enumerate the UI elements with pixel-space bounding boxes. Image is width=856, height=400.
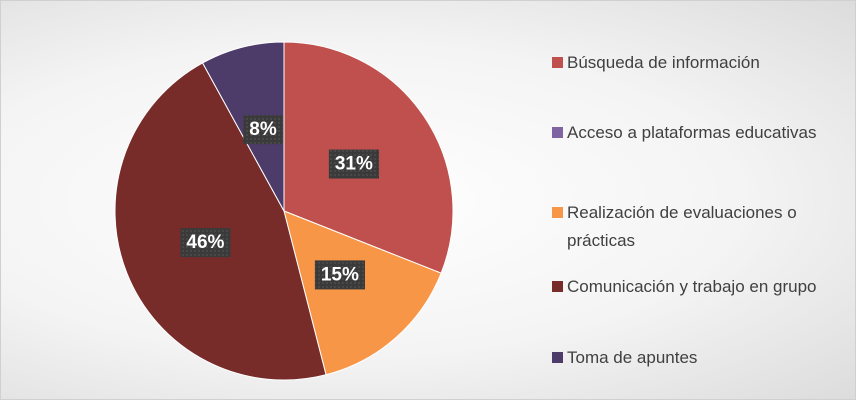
legend-label: Toma de apuntes (567, 348, 698, 367)
pie-slice (283, 210, 442, 376)
legend-entry: Acceso a plataformas educativas (552, 119, 837, 147)
legend-entry: Realización de evaluaciones o prácticas (552, 199, 837, 255)
legend-label: Búsqueda de información (567, 53, 760, 72)
legend-entry: Búsqueda de información (552, 49, 837, 77)
data-label: 46% (186, 232, 224, 253)
data-label: 8% (249, 119, 277, 140)
legend-swatch (552, 352, 563, 363)
data-label: 15% (321, 264, 359, 285)
legend-swatch (552, 127, 563, 138)
legend-entry: Toma de apuntes (552, 344, 837, 372)
data-label-box (328, 149, 380, 179)
legend-label: Comunicación y trabajo en grupo (567, 277, 817, 296)
legend-label: Acceso a plataformas educativas (567, 123, 817, 142)
data-label-box (180, 228, 231, 258)
data-label: 31% (335, 154, 373, 175)
pie-slice (114, 62, 327, 381)
legend-label: Realización de evaluaciones o prácticas (567, 203, 797, 250)
data-label-box (243, 115, 283, 145)
legend-entry: Comunicación y trabajo en grupo (552, 273, 837, 301)
legend-swatch (552, 281, 563, 292)
legend-swatch (552, 57, 563, 68)
legend-swatch (552, 207, 563, 218)
pie-area: 31% 15% 46% 8% (114, 41, 454, 381)
data-label-box (314, 260, 365, 290)
